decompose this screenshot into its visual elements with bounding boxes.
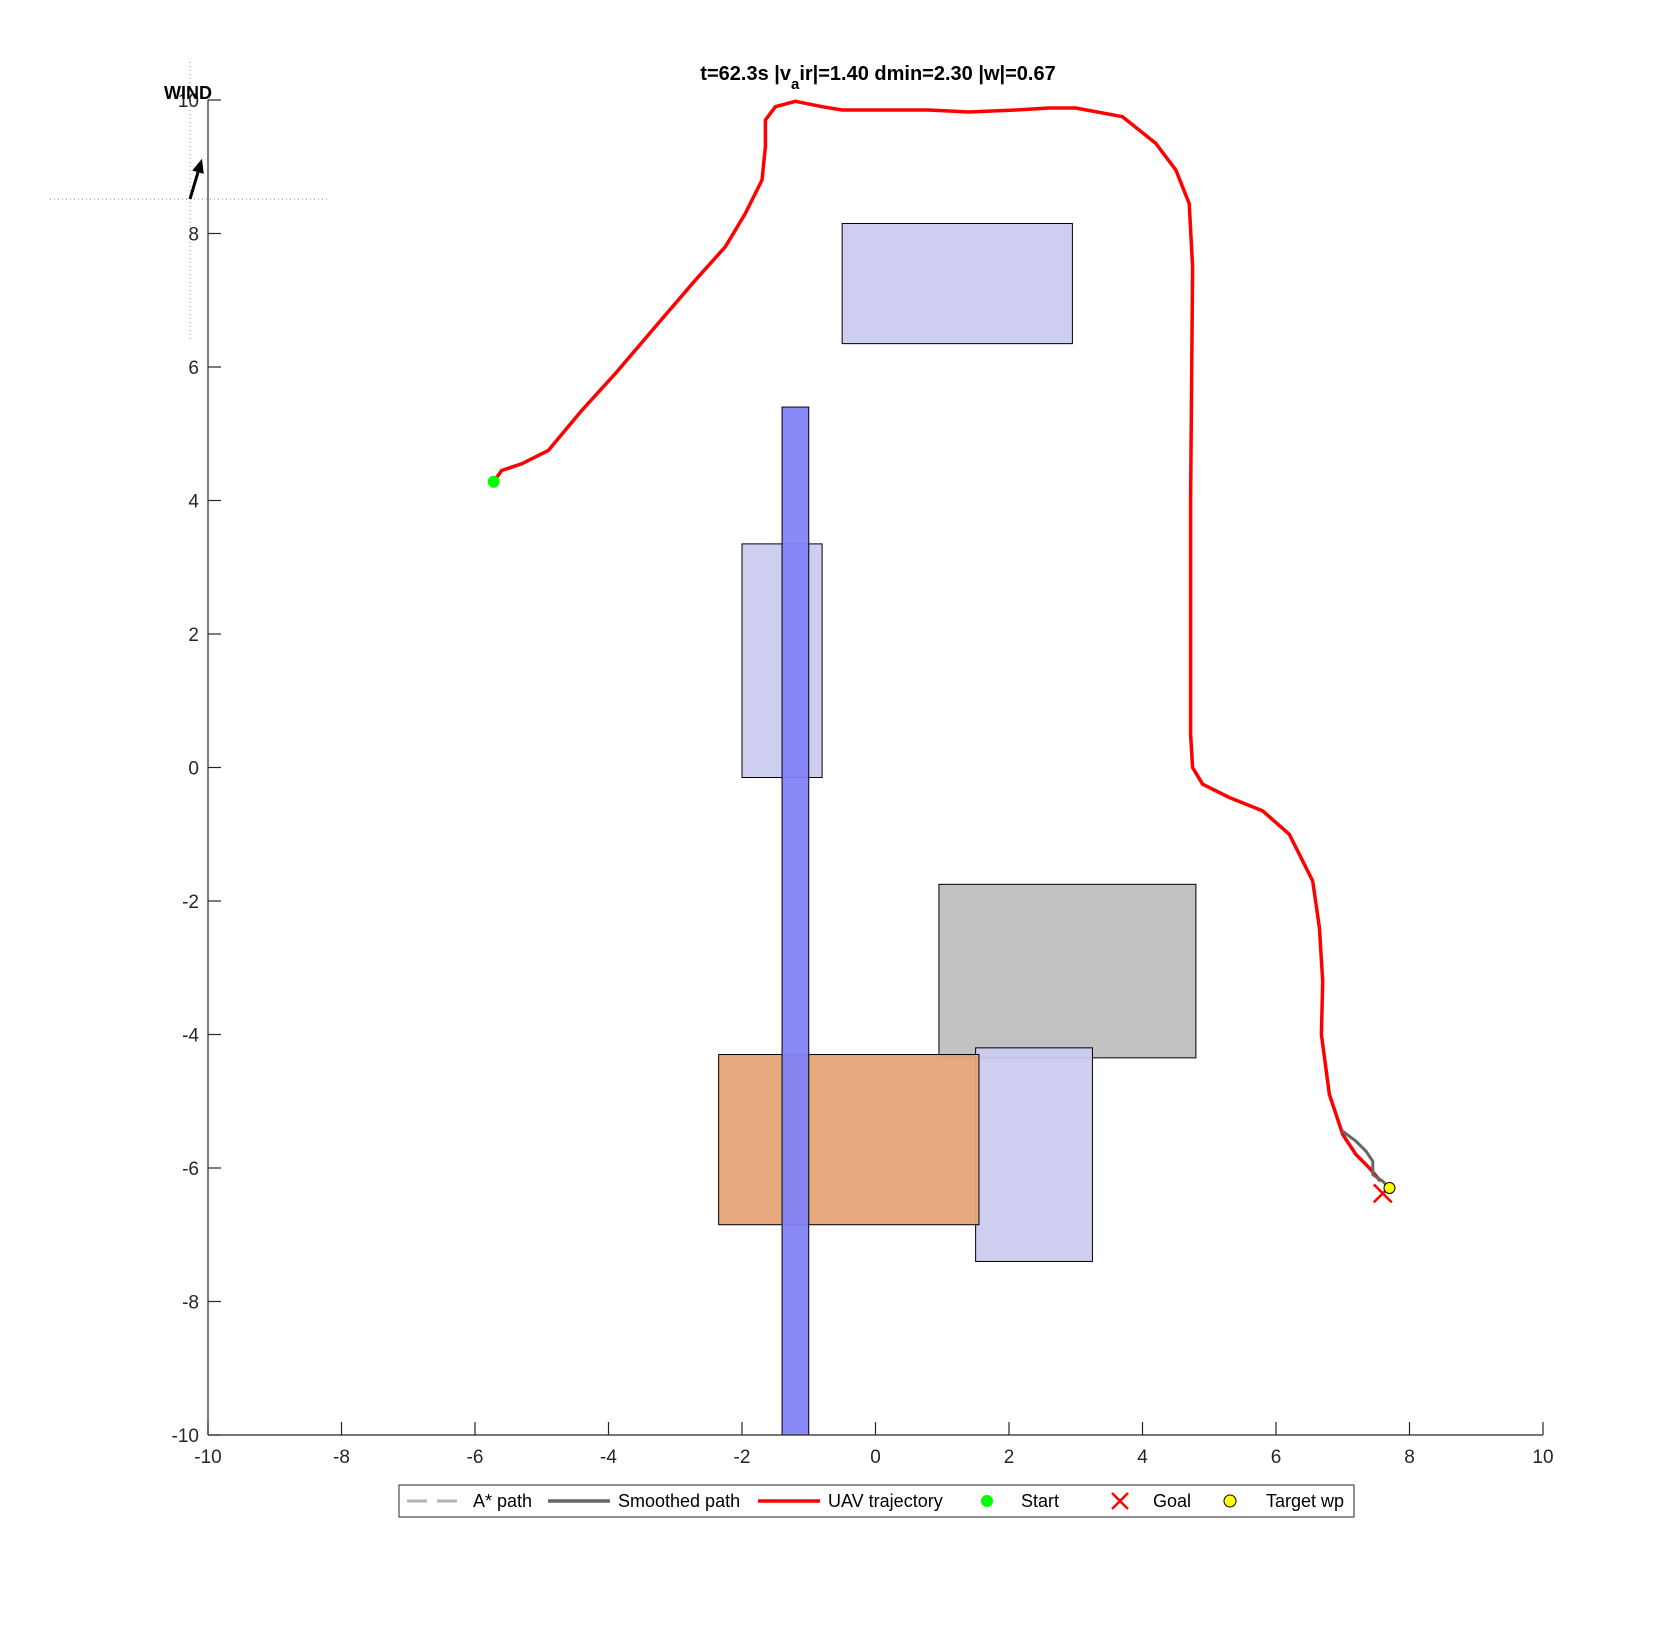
legend-entry-goal-swatch-b — [1111, 1492, 1129, 1510]
x-tick-label: -2 — [734, 1447, 751, 1468]
obstacle-rect-4 — [718, 1054, 980, 1226]
y-tick-label: -4 — [182, 1026, 199, 1047]
series-line-smoothed-path — [1341, 1129, 1391, 1190]
y-tick-label: 4 — [188, 492, 199, 513]
x-tick-label: 10 — [1532, 1447, 1553, 1468]
legend-entry-uav-trajectory-label: UAV trajectory — [828, 1491, 943, 1511]
start-marker — [487, 475, 500, 488]
chart-title-suffix: ir|=1.40 dmin=2.30 |w|=0.67 — [799, 63, 1055, 85]
x-tick-label: -10 — [194, 1447, 221, 1468]
wind-label: WIND — [164, 83, 212, 103]
y-tick-label: -8 — [182, 1293, 199, 1314]
legend-entry-goal-label: Goal — [1153, 1491, 1191, 1511]
series-layer — [491, 99, 1391, 1190]
x-tick-label: -8 — [333, 1447, 350, 1468]
x-tick-label: 6 — [1271, 1447, 1282, 1468]
obstacle-rect-3 — [975, 1047, 1093, 1262]
obstacle-rect-0 — [841, 222, 1073, 345]
x-tick-label: -6 — [467, 1447, 484, 1468]
x-tick-label: 8 — [1404, 1447, 1415, 1468]
y-tick-label: 6 — [188, 358, 199, 379]
wind-arrow-icon — [188, 171, 200, 200]
wind-inset: WIND — [50, 62, 330, 340]
obstacle-rect-2 — [938, 883, 1197, 1059]
legend: A* path Smoothed path UAV trajectory Start G… — [398, 1484, 1355, 1518]
y-tick-label: 0 — [188, 759, 199, 780]
chart-title-subscript: a — [791, 76, 800, 93]
x-axis-ticks: -10 -8 -6 -4 -2 0 2 4 6 8 10 — [194, 1422, 1554, 1468]
x-tick-label: 2 — [1004, 1447, 1015, 1468]
legend-entry-a-path-label: A* path — [473, 1491, 532, 1511]
y-tick-label: 8 — [188, 225, 199, 246]
y-tick-label: -6 — [182, 1159, 199, 1180]
y-tick-label: 2 — [188, 625, 199, 646]
target-wp-marker — [1383, 1182, 1396, 1195]
y-tick-label: -2 — [182, 892, 199, 913]
marker-layer — [487, 475, 1396, 1204]
legend-entry-target-wp-label: Target wp — [1266, 1491, 1344, 1511]
legend-entry-smoothed-path-label: Smoothed path — [618, 1491, 740, 1511]
x-tick-label: -4 — [600, 1447, 617, 1468]
chart-title-prefix: t=62.3s |v — [700, 63, 792, 85]
wind-arrow-head-icon — [192, 158, 204, 174]
obstacle-rect-5 — [781, 406, 810, 1436]
obstacle-layer — [718, 222, 1197, 1436]
legend-entry-start-swatch — [981, 1495, 993, 1507]
legend-entry-target-wp-swatch — [1223, 1494, 1237, 1508]
x-tick-label: 0 — [870, 1447, 881, 1468]
legend-entry-start-label: Start — [1021, 1491, 1059, 1511]
y-tick-label: 10 — [178, 91, 199, 112]
x-tick-label: 4 — [1137, 1447, 1148, 1468]
y-axis-ticks: -10 -8 -6 -4 -2 0 2 4 6 8 10 — [172, 91, 221, 1447]
series-line-uav-trajectory — [491, 99, 1382, 1182]
chart-title: t=62.3s |vair|=1.40 dmin=2.30 |w|=0.67 — [700, 63, 1055, 93]
y-tick-label: -10 — [172, 1426, 199, 1447]
